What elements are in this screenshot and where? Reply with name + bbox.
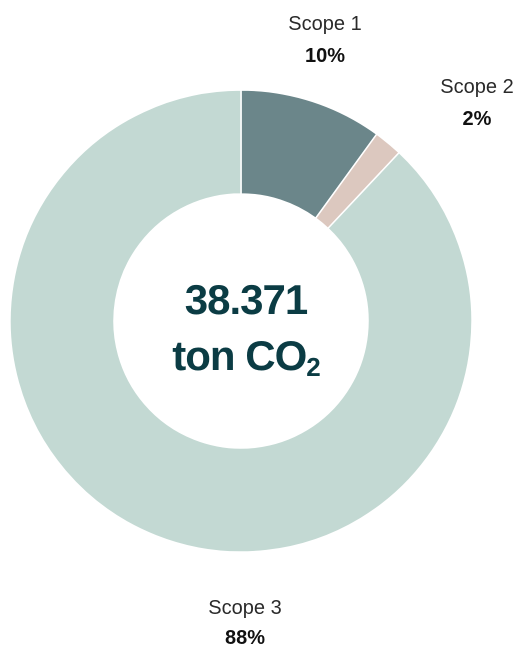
- total-emissions-unit: ton CO2: [172, 332, 320, 382]
- total-emissions-value: 38.371: [185, 276, 308, 323]
- slice-value-scope-2: 2%: [463, 108, 492, 130]
- donut-slice-scope-3: [9, 89, 473, 553]
- unit-main: ton CO: [172, 332, 306, 379]
- slice-label-scope-1: Scope 1: [288, 13, 361, 35]
- slice-label-scope-3: Scope 3: [208, 597, 281, 619]
- donut-slices: [9, 89, 473, 553]
- donut-center: 38.371 ton CO2: [172, 276, 321, 382]
- slice-label-scope-2: Scope 2: [440, 76, 513, 98]
- unit-subscript: 2: [306, 352, 320, 382]
- slice-value-scope-1: 10%: [305, 45, 345, 67]
- slice-labels: Scope 1 10% Scope 2 2% Scope 3 88%: [208, 13, 513, 648]
- slice-value-scope-3: 88%: [225, 627, 265, 648]
